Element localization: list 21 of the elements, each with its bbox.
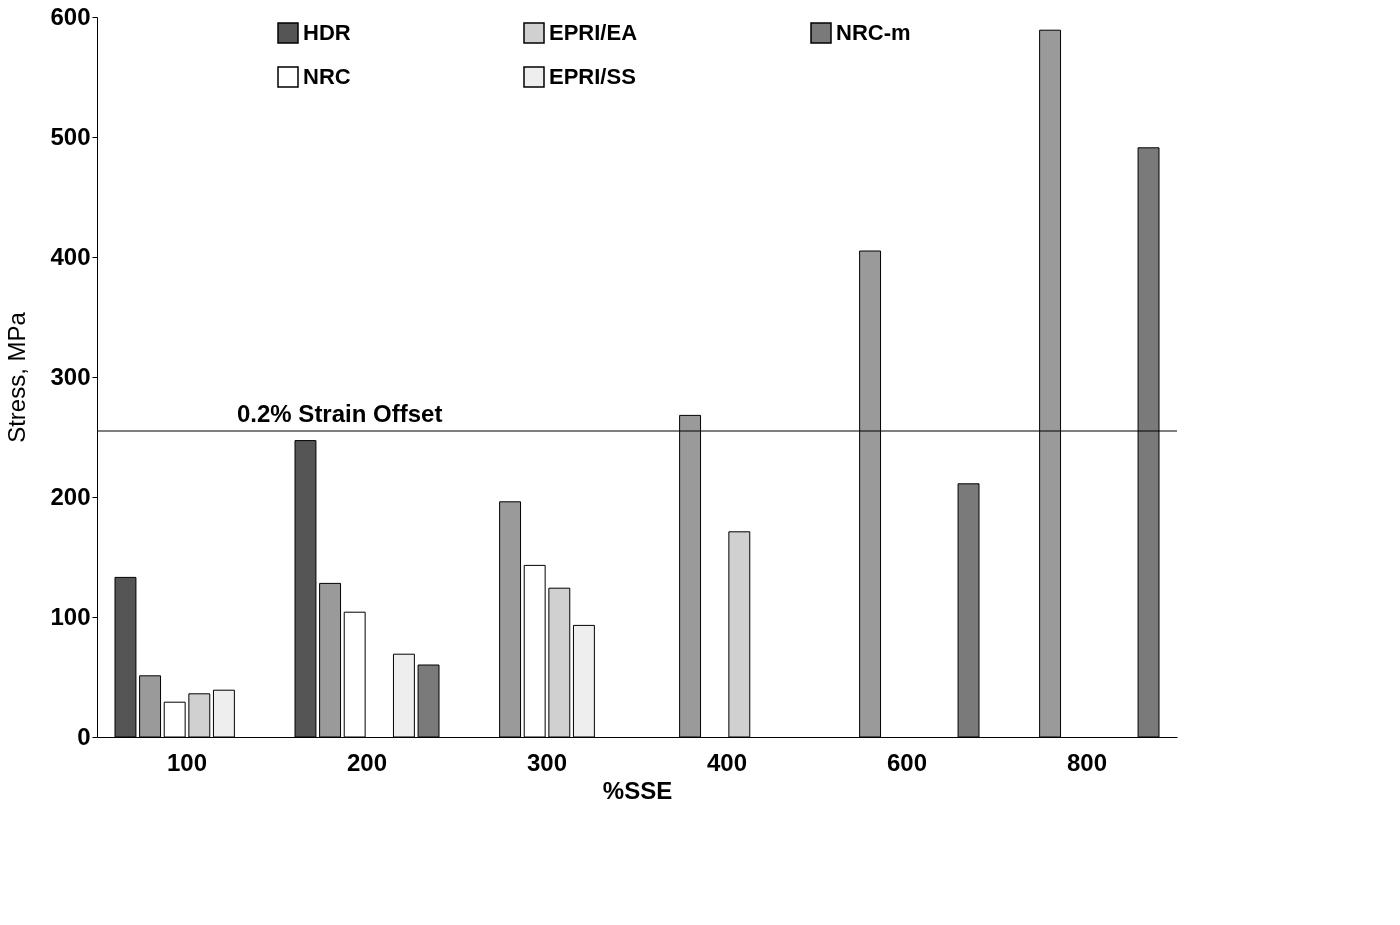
legend-label: EPRI/EA — [549, 20, 638, 45]
x-tick-label: 600 — [886, 748, 928, 776]
y-tick-label: 0 — [77, 722, 91, 750]
x-tick-label: 200 — [346, 748, 388, 776]
legend-label: NRC-m — [836, 20, 911, 45]
y-tick-label: 400 — [50, 242, 91, 270]
legend-label: NRC — [303, 64, 351, 89]
x-tick-label: 400 — [706, 748, 748, 776]
y-tick-label: 500 — [50, 122, 91, 150]
x-tick-label: 100 — [166, 748, 208, 776]
y-tick-label: 200 — [50, 482, 91, 510]
x-axis-title: %SSE — [602, 776, 673, 804]
y-axis-title: Stress, MPa — [3, 311, 31, 443]
legend-label: EPRI/SS — [549, 64, 636, 89]
y-tick-label: 100 — [50, 602, 91, 630]
x-tick-label: 800 — [1066, 748, 1108, 776]
y-tick-label: 300 — [50, 362, 91, 390]
x-tick-label: 300 — [526, 748, 568, 776]
y-tick-label: 600 — [50, 2, 91, 30]
legend-label: HDR — [303, 20, 351, 45]
ref-line-label: 0.2% Strain Offset — [237, 400, 443, 427]
